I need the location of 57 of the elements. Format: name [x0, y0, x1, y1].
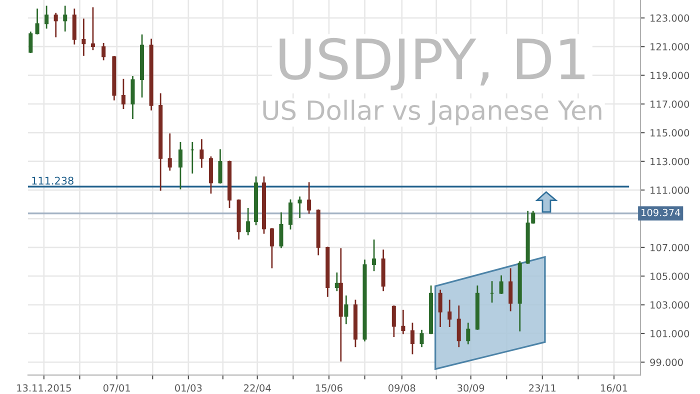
candlestick: [28, 32, 33, 54]
y-tick-label: 105.000: [650, 272, 690, 280]
candlestick: [35, 8, 40, 34]
candlestick: [44, 6, 49, 29]
x-tick-label: 16/01: [601, 384, 628, 392]
candlestick: [372, 240, 376, 272]
x-tick-label: 07/01: [103, 384, 130, 392]
candlestick: [456, 306, 461, 348]
candlestick: [410, 322, 414, 354]
ref-line-label: 111.238: [32, 176, 74, 185]
candlestick: [344, 296, 348, 324]
candlestick: [288, 199, 293, 230]
y-tick-label: 111.000: [650, 186, 690, 194]
y-tick-label: 101.000: [650, 330, 690, 338]
candlestick: [499, 275, 504, 294]
candlestick: [90, 7, 95, 50]
candlestick: [121, 78, 126, 109]
candlestick: [392, 306, 396, 338]
candlestick: [218, 149, 222, 184]
candlestick: [102, 43, 106, 60]
candlestick: [82, 18, 86, 56]
candlestick: [54, 12, 58, 38]
candlestick: [448, 300, 452, 328]
candlestick: [279, 212, 284, 248]
x-tick-label: 09/08: [388, 384, 416, 392]
candlestick: [168, 133, 172, 171]
text: US Dollar vs Japanese Yen: [263, 100, 602, 126]
x-tick-label: 15/06: [316, 384, 342, 392]
candlestick: [307, 182, 312, 214]
ref-line-label: 109.374: [642, 208, 680, 216]
y-tick-label: 123.000: [650, 14, 690, 22]
candlestick: [508, 268, 513, 312]
x-tick-label: 23/11: [529, 384, 556, 392]
x-tick-label: 13.11.2015: [17, 384, 71, 392]
x-tick-label: 30/09: [458, 384, 484, 392]
candlestick: [246, 208, 250, 236]
x-tick-label: 22/04: [244, 384, 271, 392]
candlestick: [466, 322, 470, 344]
y-tick-label: 113.000: [650, 158, 690, 166]
candlestick: [420, 330, 424, 348]
y-tick-label: 107.000: [650, 244, 690, 252]
y-tick-label: 103.000: [650, 301, 690, 309]
y-tick-label: 99.000: [650, 358, 683, 366]
candlestick: [200, 139, 204, 168]
candlestick: [438, 290, 442, 328]
candlestick: [270, 228, 274, 268]
y-tick-label: 115.000: [650, 129, 690, 137]
y-tick-label: 117.000: [650, 100, 690, 108]
x-tick-label: 01/03: [175, 384, 202, 392]
candlestick: [178, 142, 182, 190]
y-tick-label: 121.000: [650, 43, 690, 50]
text: USDJPY, D1: [280, 38, 584, 90]
candlestick: [63, 6, 68, 32]
candlestick: [334, 272, 339, 292]
candlestick: [298, 196, 302, 218]
candlestick: [401, 310, 406, 334]
y-tick-label: 119.000: [650, 72, 690, 80]
